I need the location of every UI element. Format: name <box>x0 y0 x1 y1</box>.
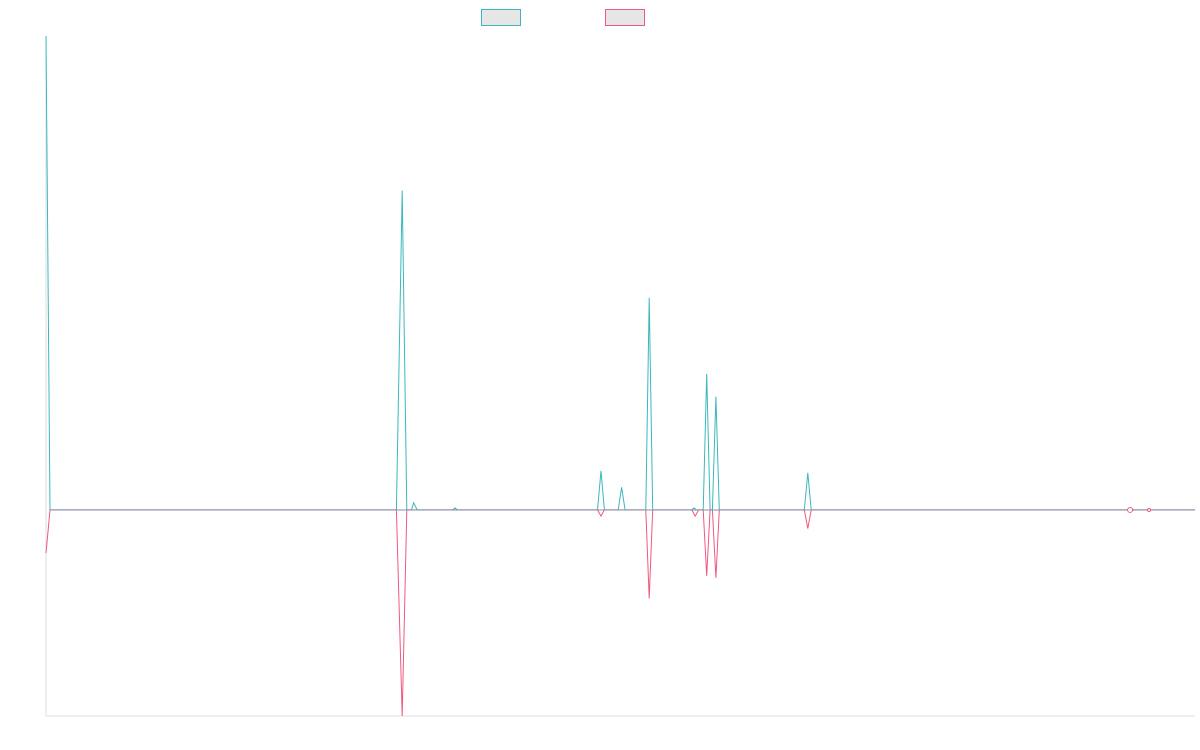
series-2-line <box>45 509 1195 717</box>
legend-swatch-series-2[interactable] <box>605 9 645 26</box>
axes <box>45 36 1195 717</box>
legend <box>481 9 645 26</box>
series-2-point <box>1127 506 1134 513</box>
series-layer <box>45 35 1195 717</box>
series-1-line <box>45 35 1195 511</box>
legend-swatch-series-1[interactable] <box>481 9 521 26</box>
series-2-point <box>1147 507 1152 512</box>
